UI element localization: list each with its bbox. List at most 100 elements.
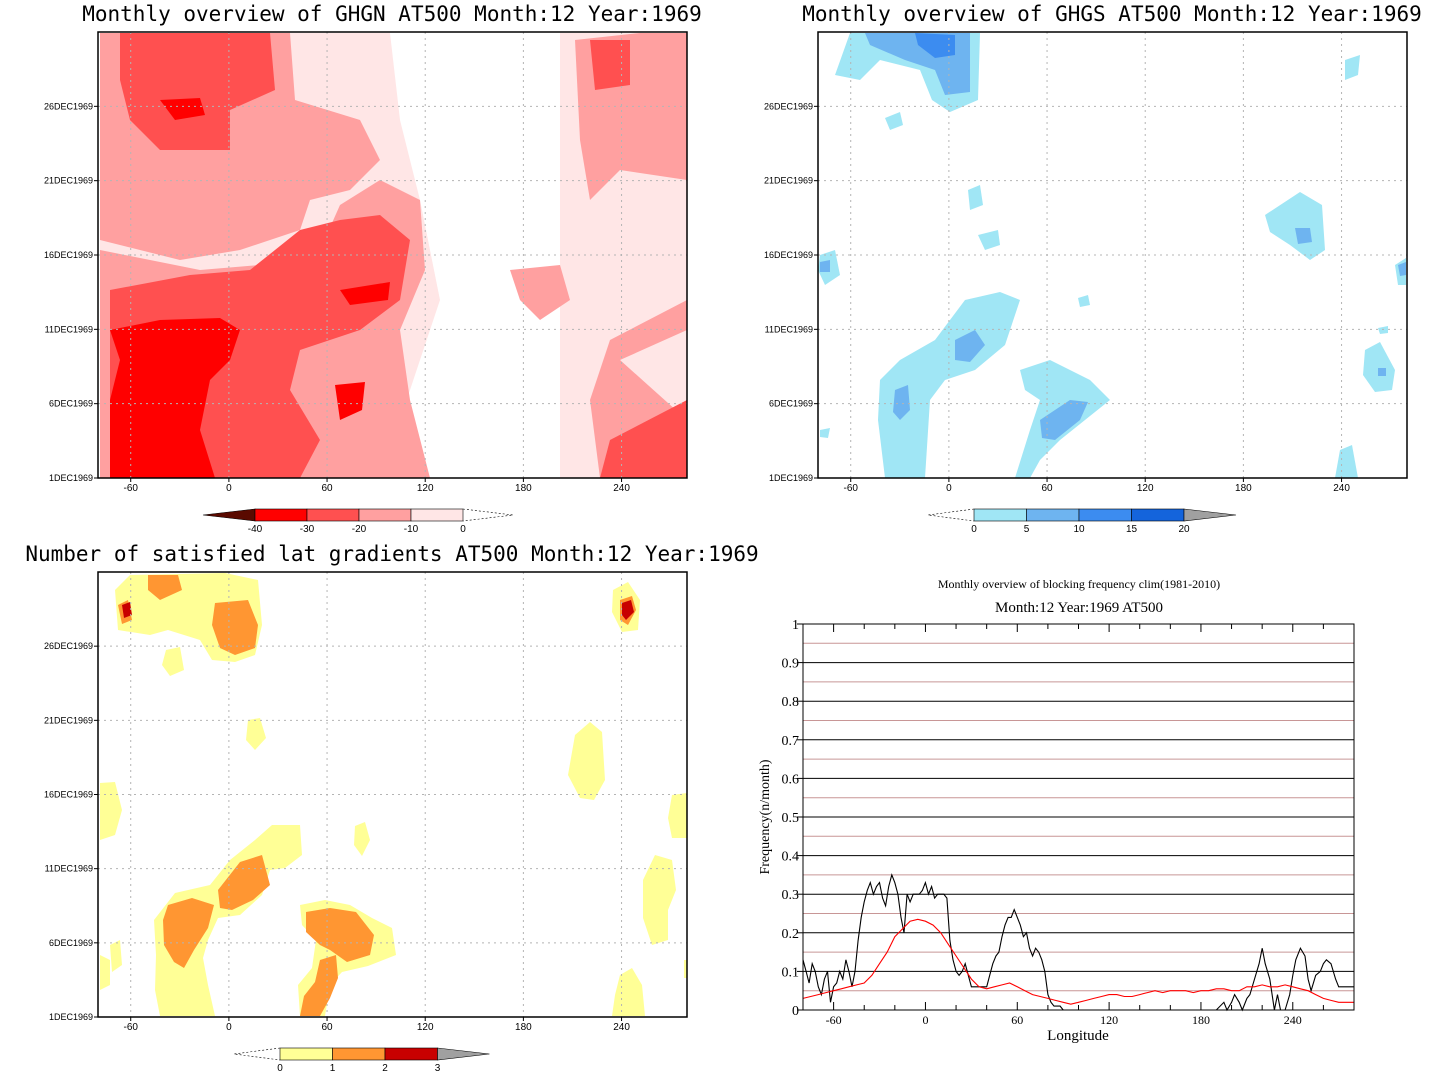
contour-region-0-2-0: [120, 33, 275, 150]
ghgs-x-ticks: -60 0 60 120 180 240: [843, 478, 1350, 494]
ghgs-y-ticks: 1DEC1969 6DEC1969 11DEC1969 16DEC1969 21DEC1…: [764, 101, 818, 483]
colorbar-label-1-2: 10: [1073, 524, 1085, 535]
blocking-grid: [803, 642, 1354, 992]
y-tick-label-0-2: 11DEC1969: [45, 324, 93, 334]
contour-region-0-3-0: [110, 318, 240, 478]
ghgs-grid: [818, 32, 1407, 478]
y-tick-label-2-1: 6DEC1969: [49, 938, 93, 948]
y-tick-label-line-7: 0.7: [782, 734, 800, 749]
contour-region-2-0-13: [612, 968, 645, 1016]
y-tick-label-1-3: 16DEC1969: [764, 250, 813, 260]
y-tick-label-1-2: 11DEC1969: [765, 324, 813, 334]
colorbar-label-2-0: 0: [277, 1063, 283, 1074]
x-tick-label-0-5: 240: [613, 483, 630, 494]
x-tick-label-1-2: 60: [1041, 483, 1053, 494]
x-tick-label-1-4: 180: [1235, 483, 1252, 494]
contour-region-1-0-9: [1378, 326, 1388, 334]
contour-region-2-1-6: [300, 955, 338, 1016]
ghgn-colorbar: -40 -30 -20 -10 0: [202, 508, 514, 535]
blocking-y-ticks: 0 0.1 0.2 0.3 0.4 0.5 0.6 0.7 0.8 0.9 1: [782, 618, 803, 1019]
contour-region-1-1-5: [820, 260, 830, 272]
colorbar-label-0-4: 0: [460, 524, 466, 535]
colorbar-segment-0-2: [358, 508, 412, 522]
x-tick-label-line-0: -60: [826, 1013, 842, 1027]
ghgs-panel: Monthly overview of GHGS AT500 Month:12 …: [764, 2, 1422, 535]
contour-region-2-0-10: [643, 855, 676, 945]
y-tick-label-2-3: 16DEC1969: [44, 790, 93, 800]
contour-region-2-0-2: [246, 718, 266, 750]
colorbar-segment-0-3: [410, 508, 464, 522]
contour-region-1-0-3: [968, 185, 983, 210]
contour-region-1-0-12: [1363, 342, 1395, 392]
colorbar-segment-2-2: [384, 1047, 438, 1061]
contour-region-2-1-5: [306, 908, 374, 962]
y-tick-label-line-0: 0: [792, 1004, 799, 1019]
y-tick-label-0-0: 1DEC1969: [49, 473, 93, 483]
colorbar-label-0-2: -20: [352, 524, 367, 535]
lat-gradient-title: Number of satisfied lat gradients AT500 …: [25, 542, 758, 566]
ghgn-contours: [100, 33, 687, 478]
contour-region-0-2-2: [590, 40, 630, 90]
y-tick-label-line-2: 0.2: [782, 927, 800, 942]
ghgs-title: Monthly overview of GHGS AT500 Month:12 …: [802, 2, 1422, 26]
y-tick-label-2-4: 21DEC1969: [44, 715, 93, 725]
blocking-frequency-panel: Monthly overview of blocking frequency c…: [758, 577, 1355, 1044]
contour-region-2-1-1: [212, 600, 258, 655]
ghgn-grid: [98, 32, 687, 478]
x-tick-label-1-0: -60: [843, 483, 858, 494]
contour-region-2-0-6: [668, 793, 687, 838]
colorbar-segment-1-2: [1078, 508, 1132, 522]
colorbar-upper-extension-1: [1183, 508, 1237, 522]
lat-gradient-x-ticks: -60 0 60 120 180 240: [123, 1017, 630, 1033]
colorbar-lower-extension-0: [202, 508, 256, 522]
contour-region-1-1-3: [893, 385, 910, 420]
colorbar-segment-2-0: [279, 1047, 333, 1061]
contour-region-1-0-1: [1345, 55, 1360, 80]
x-tick-label-1-3: 120: [1137, 483, 1154, 494]
ghgn-panel: Monthly overview of GHGN AT500 Month:12 …: [44, 2, 702, 535]
colorbar-segment-0-1: [306, 508, 360, 522]
blocking-title: Monthly overview of blocking frequency c…: [938, 577, 1220, 591]
blocking-ylabel: Frequency(n/month): [758, 759, 773, 874]
y-tick-label-2-2: 11DEC1969: [45, 864, 93, 874]
colorbar-segment-1-1: [1026, 508, 1080, 522]
colorbar-label-1-1: 5: [1024, 524, 1030, 535]
x-tick-label-2-4: 180: [515, 1022, 532, 1033]
contour-region-0-3-3: [335, 382, 365, 420]
y-tick-label-line-1: 0.1: [782, 965, 800, 980]
y-tick-label-line-10: 1: [792, 618, 799, 633]
y-tick-label-line-8: 0.8: [782, 695, 800, 710]
colorbar-label-0-0: -40: [248, 524, 263, 535]
x-tick-label-2-2: 60: [321, 1022, 333, 1033]
colorbar-lower-extension-2: [233, 1047, 281, 1061]
contour-region-1-0-2: [885, 112, 903, 130]
x-tick-label-line-3: 120: [1100, 1013, 1118, 1027]
series-line-1: [802, 918, 1354, 1005]
x-tick-label-2-5: 240: [613, 1022, 630, 1033]
contour-region-2-2-0: [622, 600, 634, 620]
contour-region-0-3-2: [340, 282, 390, 305]
blocking-series: [802, 873, 1354, 1012]
colorbar-label-2-3: 3: [435, 1063, 441, 1074]
contour-region-2-1-3: [218, 855, 270, 910]
colorbar-segment-2-1: [332, 1047, 386, 1061]
y-tick-label-line-9: 0.9: [782, 657, 800, 672]
y-tick-label-line-6: 0.6: [782, 772, 800, 787]
x-tick-label-line-5: 240: [1284, 1013, 1302, 1027]
ghgn-title: Monthly overview of GHGN AT500 Month:12 …: [82, 2, 702, 26]
x-tick-label-0-3: 120: [417, 483, 434, 494]
lat-gradient-grid: [98, 572, 687, 1017]
x-tick-label-line-2: 60: [1011, 1013, 1023, 1027]
lat-gradient-contours: [100, 573, 687, 1016]
x-tick-label-0-2: 60: [321, 483, 333, 494]
x-tick-label-line-1: 0: [922, 1013, 928, 1027]
colorbar-segment-0-0: [254, 508, 308, 522]
y-tick-label-2-5: 26DEC1969: [44, 641, 93, 651]
y-tick-label-0-5: 26DEC1969: [44, 101, 93, 111]
contour-region-1-0-13: [820, 428, 830, 438]
y-tick-label-line-5: 0.5: [782, 811, 800, 826]
contour-region-0-1-4: [510, 265, 570, 320]
contour-region-2-0-12: [110, 940, 122, 972]
contour-region-2-1-4: [163, 898, 214, 968]
colorbar-upper-extension-0: [462, 508, 514, 522]
